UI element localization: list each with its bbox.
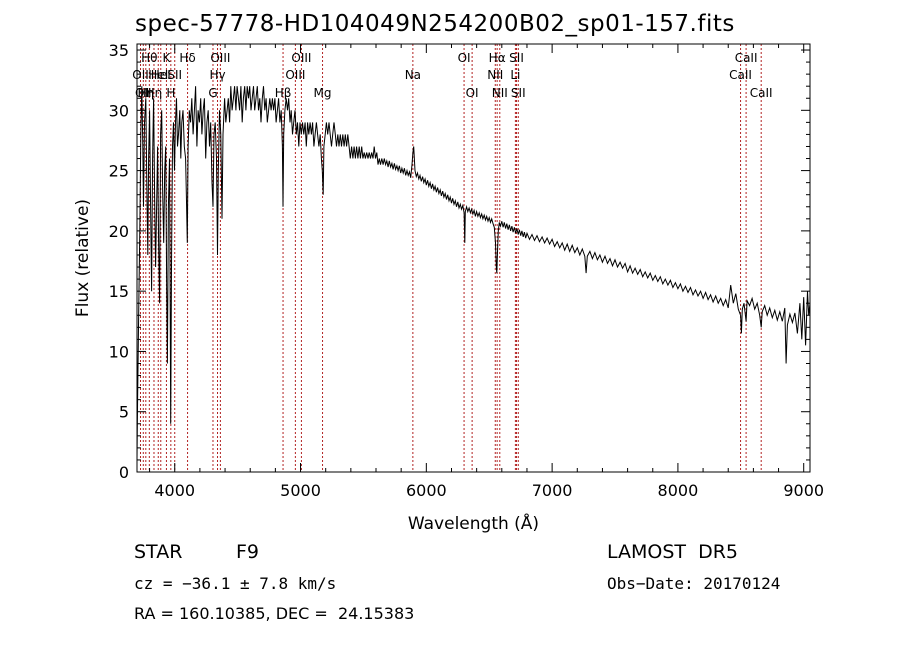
line-label: OIII [291, 51, 311, 65]
plot-frame [136, 43, 811, 473]
line-label: Hθ [141, 51, 157, 65]
line-label: Hη [146, 86, 163, 100]
y-tick-label: 35 [109, 41, 129, 60]
spectrum-chart: 4000 5000 6000 7000 8000 9000 0 5 10 15 20 25 30 35 O… [73, 41, 824, 534]
y-tick-label: 10 [109, 342, 129, 361]
y-axis-label: Flux (relative) [73, 199, 93, 317]
line-label: OIII [210, 51, 230, 65]
spectral-subclass: F9 [236, 541, 260, 563]
x-tick-label: 9000 [783, 481, 824, 500]
line-label: CaII [729, 68, 752, 82]
line-label: Mg [314, 86, 332, 100]
y-tick-label: 15 [109, 282, 129, 301]
line-label: OII [135, 86, 152, 100]
line-label: Li [510, 68, 520, 82]
line-label: Hα [489, 51, 506, 65]
line-label: NII [492, 86, 508, 100]
coordinates: RA = 160.10385, DEC = 24.15383 [134, 604, 415, 623]
x-axis-label: Wavelength (Å) [408, 512, 539, 534]
object-class: STAR [134, 541, 183, 563]
line-label: HeI [148, 68, 168, 82]
chart-title: spec-57778-HD104049N254200B02_sp01-157.f… [135, 11, 735, 37]
x-tick-label: 4000 [154, 481, 195, 500]
line-label: H [166, 86, 175, 100]
spectrum-line-0 [136, 86, 811, 460]
spectrum-series [136, 86, 811, 460]
x-tick-label: 6000 [406, 481, 447, 500]
x-tick-label: 5000 [280, 481, 321, 500]
line-label: CaII [750, 86, 773, 100]
x-tick-label: 8000 [658, 481, 699, 500]
line-label: K [162, 51, 171, 65]
line-label: OIII [285, 68, 305, 82]
line-label: CaII [735, 51, 758, 65]
y-tick-label: 25 [109, 162, 129, 181]
obs-date: Obs−Date: 20170124 [607, 574, 781, 593]
axis-ticks: 4000 5000 6000 7000 8000 9000 0 5 10 15 20 25 30 35 [109, 41, 824, 500]
y-tick-label: 20 [109, 222, 129, 241]
y-tick-label: 0 [119, 463, 129, 482]
line-label: HeI [151, 68, 171, 82]
line-label: NII [487, 68, 503, 82]
line-label: Hβ [275, 86, 292, 100]
line-label: Hδ [179, 51, 195, 65]
line-label: Hγ [209, 68, 225, 82]
line-label: Na [405, 68, 421, 82]
redshift-text: cz = −36.1 ± 7.8 km/s [134, 574, 337, 593]
y-tick-label: 30 [109, 101, 129, 120]
line-label: OI [458, 51, 471, 65]
line-label: SII [167, 68, 182, 82]
line-label: OI [466, 86, 479, 100]
line-labels: OIIOIIHηHθHηHeIHeIKHSIIHδGHγOIIIHβOIIIOI… [132, 51, 772, 100]
line-label: SII [511, 86, 526, 100]
line-label: Hη [137, 86, 154, 100]
x-tick-label: 7000 [532, 481, 573, 500]
survey-label: LAMOST DR5 [607, 541, 738, 563]
spectral-line-markers [140, 44, 762, 472]
line-label: SII [509, 51, 524, 65]
y-tick-label: 5 [119, 403, 129, 422]
line-label: G [208, 86, 217, 100]
line-label: OII [132, 68, 149, 82]
